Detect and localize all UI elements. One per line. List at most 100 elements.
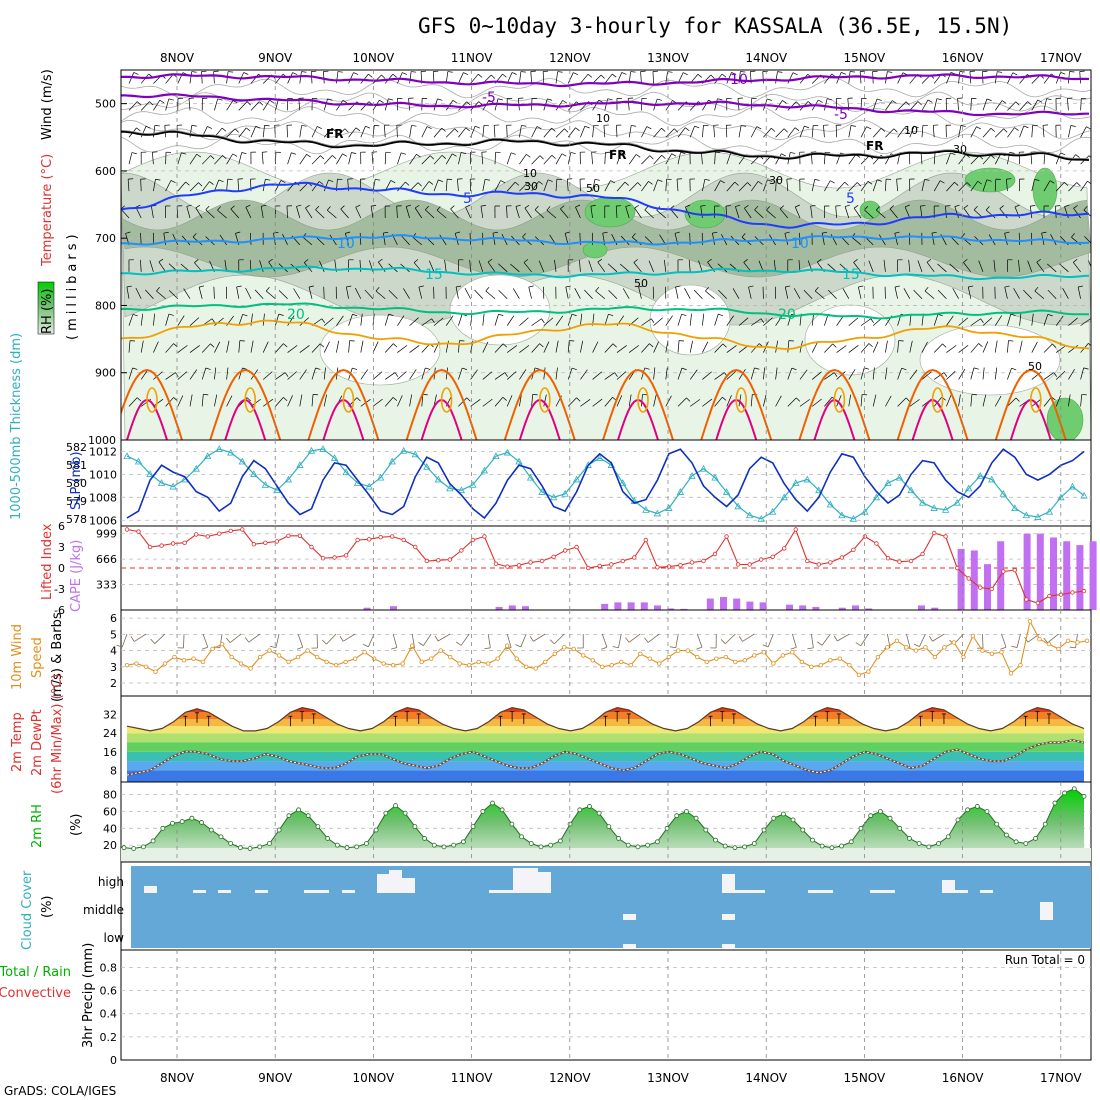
wind-barb: [885, 340, 888, 353]
wind-speed-point: [314, 654, 320, 660]
ylabel-precip-3: 3hr Precip (mm): [81, 943, 96, 1048]
thickness-tick: 581: [66, 459, 87, 472]
wind-tick: 5: [110, 628, 117, 641]
rh-fill: [124, 788, 1084, 862]
wind-barb: [254, 289, 264, 299]
wind-barb: [140, 101, 150, 111]
rh-point: [179, 819, 185, 824]
wind-barb: [482, 398, 493, 407]
contour-t25-cell: [342, 387, 355, 413]
wind-10m-barb: [154, 633, 166, 644]
ylabel-temp-2: 2m DewPt: [30, 709, 45, 776]
wind-barb: [824, 314, 829, 326]
wind-grid: [121, 617, 1091, 684]
wind-barb-flag: [867, 181, 873, 185]
cape-bar: [1036, 533, 1044, 610]
lifted-index-point: [539, 558, 545, 564]
wind-barb: [897, 368, 902, 380]
lifted-index-point: [978, 585, 983, 590]
wind-barb: [933, 343, 943, 353]
wind-barb: [409, 369, 417, 380]
wind-barb: [165, 180, 172, 192]
wind-barb-flag: [383, 231, 389, 234]
wind-barb-flag: [681, 367, 687, 371]
pressure-tick: 900: [95, 367, 116, 380]
rh-tick: 60: [103, 805, 117, 818]
wind-barb: [1043, 343, 1053, 353]
wind-speed-point: [248, 666, 253, 671]
contour-label-t15-left: 15: [425, 267, 443, 283]
wind-speed-point: [428, 656, 434, 661]
wind-barb: [323, 127, 333, 138]
lifted-index-point: [574, 544, 579, 550]
wind-barb-flag: [466, 397, 471, 402]
wind-barb: [531, 181, 539, 192]
wind-barb: [311, 394, 314, 407]
cloud-block: [623, 944, 636, 948]
wind-barb: [775, 315, 783, 326]
ylabel-thickness: 1000-500mb Thickness (dm): [9, 333, 24, 520]
wind-barb-flag: [794, 127, 800, 131]
lifted-index-point: [482, 534, 487, 539]
wind-barb: [183, 288, 191, 299]
wind-barb-flag: [1052, 343, 1057, 348]
wind-barb-flag: [612, 343, 617, 348]
thickness-point: [515, 457, 523, 465]
wind-barb: [265, 290, 276, 299]
ylabel-cloud-1: Cloud Cover: [20, 870, 35, 950]
wind-speed-point: [267, 648, 272, 653]
wind-barb: [188, 98, 191, 111]
cape-bar: [640, 602, 648, 610]
wind-barb: [396, 205, 398, 219]
thickness-point: [330, 454, 339, 461]
wind-barb-flag: [594, 178, 600, 181]
lifted-index-point: [286, 533, 291, 538]
wind-barb: [1019, 340, 1023, 353]
wind-barb-flag: [674, 128, 679, 133]
wind-speed-point: [771, 661, 776, 666]
wind-barb: [616, 125, 618, 138]
wind-barb: [853, 262, 862, 273]
lifted-index-point: [1081, 588, 1087, 594]
date-axis-bottom: 8NOV 9NOV 10NOV 11NOV 12NOV 13NOV 14NOV 15NOV 16…: [160, 1071, 1082, 1085]
wind-barb: [433, 155, 443, 165]
wind-barb: [595, 290, 606, 299]
thickness-point: [573, 475, 581, 483]
wind-barb: [665, 340, 669, 353]
wind-barb-flag: [242, 313, 248, 317]
rh-dry-pocket: [649, 284, 731, 356]
wind-barb-flag: [600, 74, 605, 79]
lifted-index-point: [701, 558, 706, 564]
lifted-index-point: [320, 556, 326, 561]
wind-barb-flag: [704, 178, 710, 181]
wind-barb: [311, 343, 321, 353]
wind-barb-flag: [222, 155, 227, 160]
wind-barb-flag: [541, 318, 545, 324]
wind-barb: [195, 207, 203, 219]
wind-barb-flag: [986, 98, 992, 101]
wind-barb-flag: [315, 205, 320, 210]
wind-barb: [628, 125, 632, 138]
wind-barb-flag: [614, 372, 618, 377]
cloud-cover-panel: high middle low Cloud Cover (%): [20, 861, 1092, 951]
wind-barb-flag: [205, 205, 210, 210]
wind-barb-flag: [292, 72, 298, 75]
thickness-point: [745, 511, 754, 519]
lifted-index-point: [170, 541, 176, 546]
wind-barb: [982, 394, 987, 407]
wind-barb-flag: [132, 367, 138, 370]
wind-speed-point: [286, 659, 291, 665]
wind-barb-flag: [686, 397, 691, 402]
date-tick-bottom: 16NOV: [942, 1071, 984, 1085]
wind-barb: [738, 394, 742, 407]
wind-barb-flag: [236, 285, 242, 288]
wind-barb-flag: [680, 152, 686, 154]
wind-10m-barb: [821, 633, 831, 646]
date-tick-bottom: 11NOV: [451, 1071, 493, 1085]
wind-barb: [1031, 371, 1042, 380]
wind-barb: [151, 206, 154, 219]
wind-10m-barb-flag: [855, 642, 862, 647]
wind-barb-flag: [1004, 231, 1010, 234]
wind-barb-flag: [844, 204, 850, 207]
rh-moist-cell: [582, 241, 608, 259]
